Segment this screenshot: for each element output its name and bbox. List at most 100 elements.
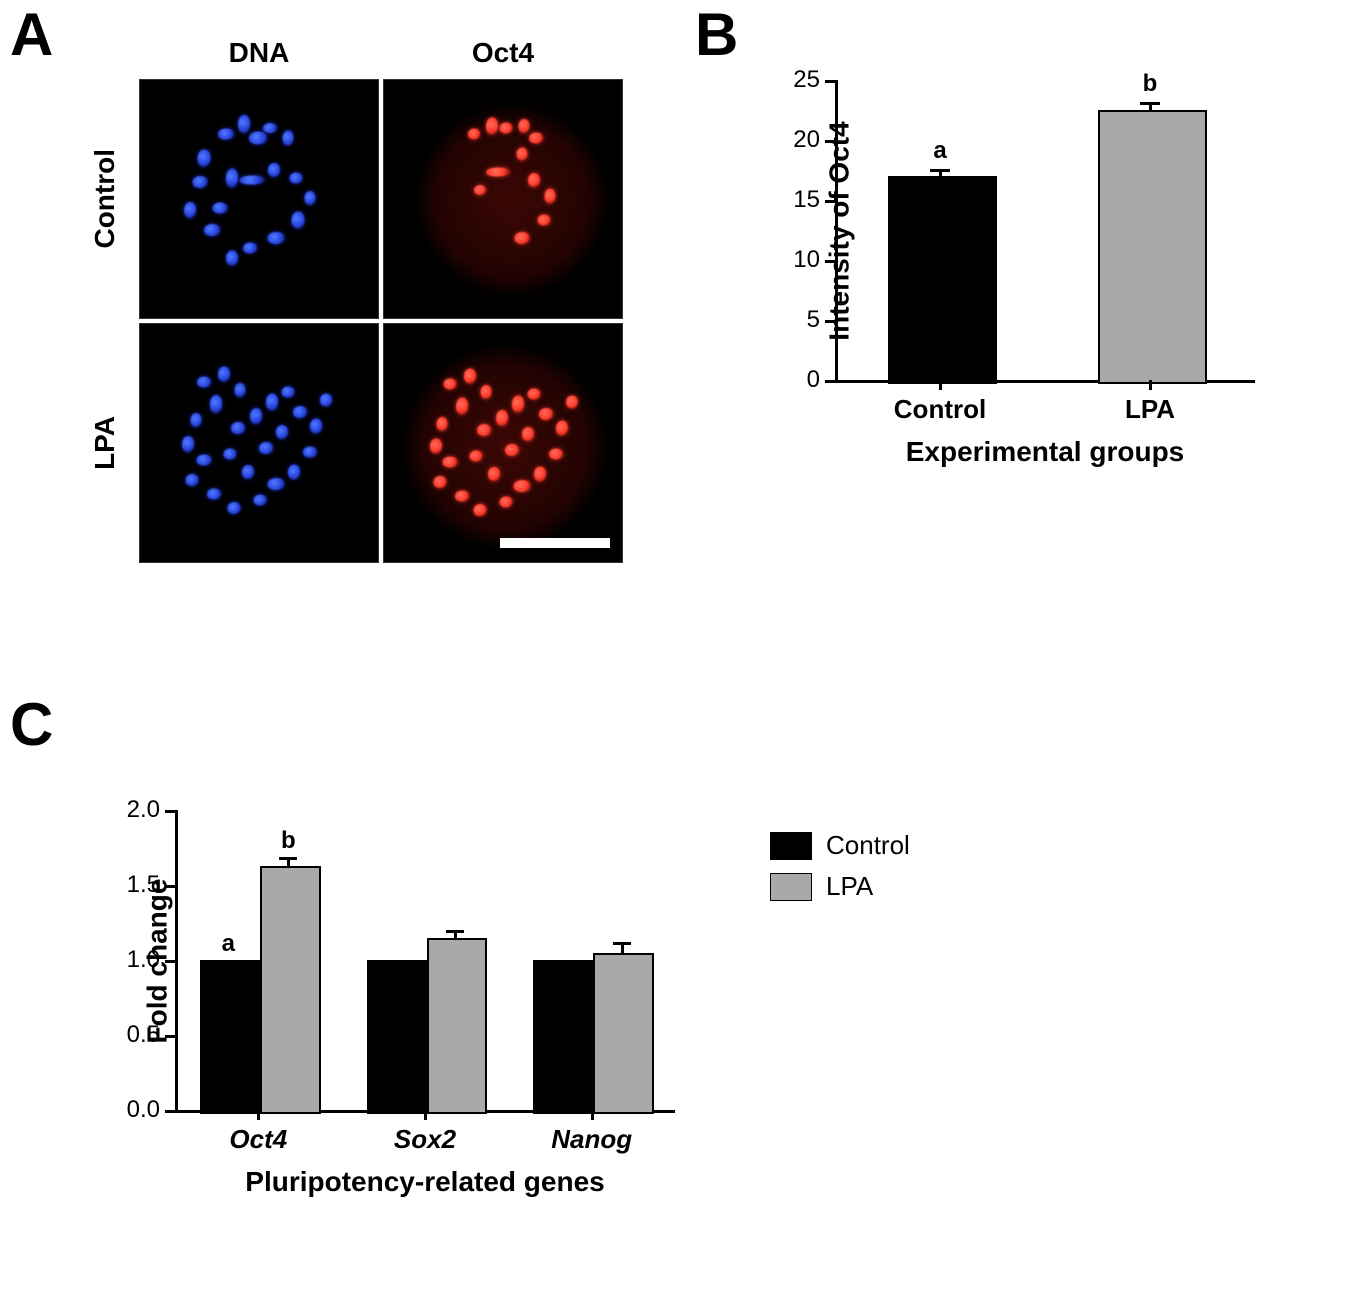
nucleus-dot	[292, 212, 305, 229]
legend-label: LPA	[826, 871, 873, 902]
x-tick	[424, 1110, 427, 1120]
nucleus-dot	[522, 427, 534, 441]
y-axis	[175, 810, 178, 1110]
nucleus-dot	[443, 457, 458, 468]
nucleus-dot	[250, 408, 262, 424]
panel-b: 0510152025aControlbLPAIntensity of Oct4E…	[720, 60, 1320, 520]
micrograph-lpa-oct4	[383, 323, 623, 563]
nucleus-dot	[276, 425, 288, 439]
x-category-label: LPA	[1080, 394, 1220, 425]
y-tick-label: 25	[775, 66, 820, 94]
micrograph-control-dna	[139, 79, 379, 319]
nucleus-dot	[218, 367, 230, 382]
nucleus-dot	[207, 489, 221, 500]
nucleus-dot	[519, 119, 530, 133]
nucleus-dot	[538, 215, 551, 226]
bar-nanog-lpa	[593, 953, 654, 1115]
nucleus-dot	[186, 474, 199, 486]
nucleus-dot	[486, 168, 510, 177]
y-tick-label: 15	[775, 186, 820, 214]
nucleus-dot	[288, 465, 300, 480]
panel-c: 0.00.51.01.52.0Oct4Sox2NanogabFold chang…	[55, 790, 755, 1250]
nucleus-dot	[198, 150, 211, 167]
x-tick	[591, 1110, 594, 1120]
nucleus-dot	[534, 467, 546, 482]
y-tick-label: 20	[775, 126, 820, 154]
nucleus-dot	[204, 224, 220, 236]
nucleus-dot	[434, 476, 447, 488]
nucleus-dot	[456, 398, 468, 415]
nucleus-dot	[197, 455, 212, 466]
nucleus-dot	[515, 232, 530, 244]
nucleus-dot	[268, 232, 285, 244]
nucleus-dot	[500, 497, 513, 508]
errorbar-cap	[1140, 102, 1160, 105]
col-header-dna: DNA	[139, 37, 379, 75]
panel-c-legend: Control LPA	[770, 830, 910, 912]
nucleus-dot	[226, 251, 238, 266]
bar-lpa	[1098, 110, 1207, 384]
nucleus-dot	[310, 419, 322, 434]
nucleus-dot	[545, 189, 556, 204]
nucleus-dot	[500, 123, 513, 134]
nucleus-dot	[474, 185, 486, 195]
nucleus-dot	[293, 406, 307, 418]
nucleus-dot	[191, 413, 202, 427]
nucleus-dot	[283, 131, 294, 146]
micrograph-lpa-dna	[139, 323, 379, 563]
legend-swatch	[770, 832, 812, 860]
nucleus-dot	[517, 148, 528, 161]
nucleus-dot	[240, 176, 265, 185]
nucleus-dot	[486, 118, 498, 135]
bar-sox2-lpa	[427, 938, 488, 1115]
x-tick	[257, 1110, 260, 1120]
panel-letter-a: A	[10, 0, 53, 69]
nucleus-dot	[556, 421, 568, 436]
nucleus-dot	[481, 385, 492, 399]
bar-oct4-lpa	[260, 866, 321, 1115]
x-axis-title: Pluripotency-related genes	[175, 1166, 675, 1198]
nucleus-dot	[528, 389, 541, 400]
figure-root: A B C DNA Oct4 Control LPA 0510152025aCo…	[0, 0, 1369, 1289]
nucleus-dot	[213, 203, 228, 214]
nucleus-dot	[238, 115, 250, 133]
micrograph-control-oct4	[383, 79, 623, 319]
nucleus-dot	[249, 132, 267, 145]
x-tick	[1149, 380, 1152, 390]
panel-letter-c: C	[10, 690, 53, 759]
nucleus-dot	[282, 387, 295, 398]
significance-letter: a	[928, 137, 952, 165]
y-tick-label: 5	[775, 306, 820, 334]
pluripotency-genes-barchart: 0.00.51.01.52.0Oct4Sox2NanogabFold chang…	[55, 790, 755, 1250]
nucleus-dot	[488, 467, 500, 481]
y-tick	[165, 810, 175, 813]
legend-swatch	[770, 873, 812, 901]
legend-label: Control	[826, 830, 910, 861]
nucleus-dot	[539, 408, 553, 420]
legend-item-control: Control	[770, 830, 910, 861]
col-header-oct4: Oct4	[383, 37, 623, 75]
x-category-label: Oct4	[198, 1124, 318, 1155]
significance-letter: a	[216, 930, 240, 958]
nucleus-dot	[182, 436, 194, 452]
nucleus-dot	[496, 410, 508, 426]
nucleus-dot	[263, 123, 277, 133]
y-axis-title: Fold change	[141, 879, 173, 1044]
nucleus-dot	[193, 176, 208, 188]
micrograph-grid: DNA Oct4 Control LPA	[75, 35, 675, 563]
nucleus-dot	[268, 478, 285, 490]
nucleus-dot	[254, 495, 267, 506]
row-header-lpa: LPA	[89, 416, 121, 470]
nucleus-dot	[566, 396, 578, 409]
nucleus-dot	[549, 449, 563, 460]
nucleus-dot	[437, 417, 448, 431]
nucleus-dot	[268, 163, 280, 177]
nucleus-dot	[228, 502, 241, 514]
nucleus-dot	[505, 444, 519, 456]
nucleus-dot	[514, 480, 531, 492]
significance-letter: b	[1138, 70, 1162, 98]
nucleus-dot	[197, 377, 211, 388]
y-tick-label: 0.0	[110, 1096, 160, 1124]
x-tick	[939, 380, 942, 390]
bar-oct4-control	[200, 960, 261, 1114]
